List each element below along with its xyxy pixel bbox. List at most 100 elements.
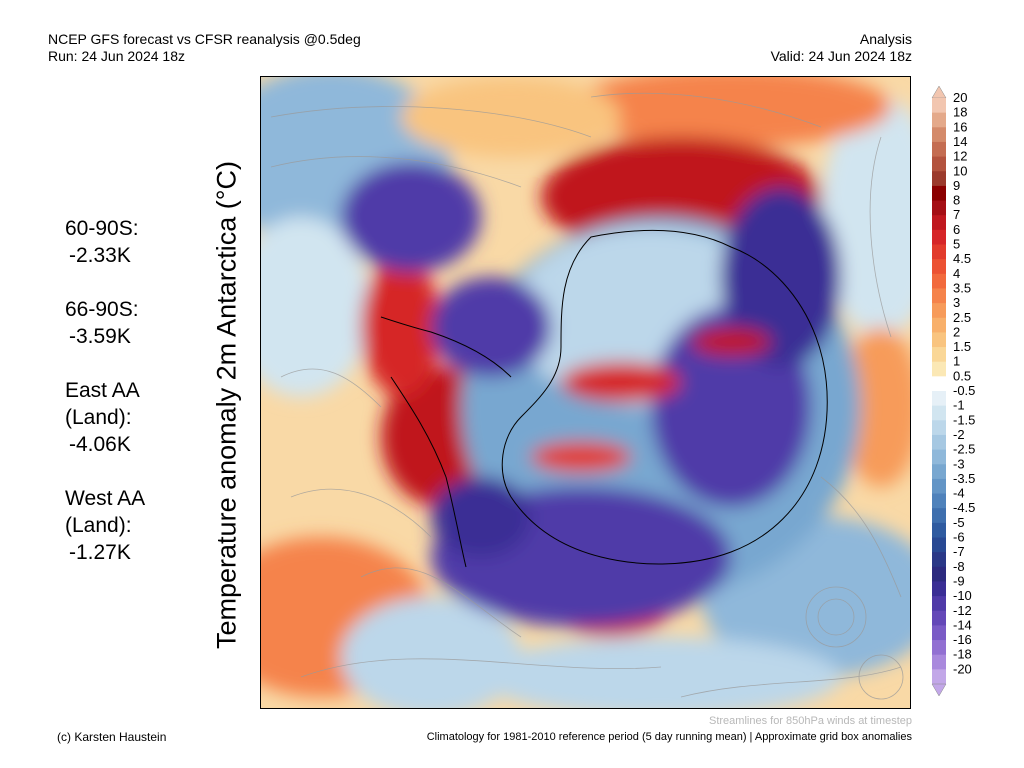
colorbar-label: -3.5 bbox=[953, 471, 975, 486]
credit: (c) Karsten Haustein bbox=[57, 730, 167, 744]
colorbar-swatch bbox=[932, 625, 946, 641]
analysis-label: Analysis bbox=[859, 31, 912, 47]
stat-value: -3.59K bbox=[69, 325, 131, 348]
colorbar-bottom-arrow bbox=[931, 683, 947, 697]
colorbar-label: -9 bbox=[953, 573, 965, 588]
colorbar-swatch bbox=[932, 581, 946, 597]
colorbar-label: -5 bbox=[953, 515, 965, 530]
colorbar-label: 18 bbox=[953, 105, 967, 120]
colorbar-label: -18 bbox=[953, 647, 972, 662]
colorbar-swatch bbox=[932, 464, 946, 480]
colorbar-swatch bbox=[932, 552, 946, 568]
colorbar-label: 4.5 bbox=[953, 251, 971, 266]
header-left: NCEP GFS forecast vs CFSR reanalysis @0.… bbox=[48, 31, 361, 65]
colorbar-label: -20 bbox=[953, 661, 972, 676]
colorbar-swatch bbox=[932, 449, 946, 465]
stat-label: 60-90S: bbox=[65, 217, 139, 240]
colorbar-swatch bbox=[932, 610, 946, 626]
colorbar-label: 12 bbox=[953, 149, 967, 164]
colorbar-swatch bbox=[932, 391, 946, 407]
colorbar-swatch bbox=[932, 434, 946, 451]
colorbar-label: 0.5 bbox=[953, 368, 971, 383]
colorbar-swatch bbox=[932, 376, 946, 392]
colorbar-label: -2 bbox=[953, 427, 965, 442]
colorbar-label: -14 bbox=[953, 617, 972, 632]
colorbar-swatch bbox=[932, 141, 946, 158]
colorbar-swatch bbox=[932, 273, 946, 289]
colorbar-swatch bbox=[932, 596, 946, 612]
antarctic-coastline bbox=[501, 229, 828, 565]
stat-label: East AA (Land): bbox=[65, 379, 140, 429]
stat-value: -4.06K bbox=[69, 433, 131, 456]
colorbar-label: -6 bbox=[953, 530, 965, 545]
colorbar-label: 7 bbox=[953, 207, 960, 222]
colorbar-label: -4 bbox=[953, 486, 965, 501]
colorbar-swatch bbox=[932, 156, 946, 172]
stat-value: -1.27K bbox=[69, 541, 131, 564]
run-line: Run: 24 Jun 2024 18z bbox=[48, 48, 185, 64]
colorbar-label: 1 bbox=[953, 354, 960, 369]
colorbar-label: 16 bbox=[953, 119, 967, 134]
colorbar-label: -12 bbox=[953, 603, 972, 618]
colorbar-swatch bbox=[932, 405, 946, 421]
colorbar-label: -10 bbox=[953, 588, 972, 603]
colorbar-label: 5 bbox=[953, 237, 960, 252]
stat-66-90s: 66-90S: -3.59K bbox=[65, 296, 139, 350]
axis-label: Temperature anomaly 2m Antarctica (°C) bbox=[211, 161, 242, 649]
colorbar-swatch bbox=[932, 229, 946, 245]
colorbar-label: -1.5 bbox=[953, 412, 975, 427]
colorbar-label: 2 bbox=[953, 324, 960, 339]
colorbar-label: 8 bbox=[953, 193, 960, 208]
colorbar-label: -0.5 bbox=[953, 383, 975, 398]
colorbar-label: 9 bbox=[953, 178, 960, 193]
colorbar-label: -4.5 bbox=[953, 500, 975, 515]
anomaly-field bbox=[261, 77, 910, 708]
colorbar: 201816141210987654.543.532.521.510.5-0.5… bbox=[931, 85, 975, 697]
colorbar-swatch bbox=[932, 537, 946, 553]
colorbar-swatch bbox=[932, 508, 946, 524]
colorbar-swatch bbox=[932, 478, 946, 495]
colorbar-swatch bbox=[932, 259, 946, 275]
south-america-coastline bbox=[390, 376, 467, 568]
colorbar-label: 3 bbox=[953, 295, 960, 310]
colorbar-swatch bbox=[932, 654, 946, 670]
streamlines bbox=[270, 92, 904, 700]
colorbar-swatch bbox=[932, 171, 946, 187]
colorbar-label: -3 bbox=[953, 456, 965, 471]
title-line-1: NCEP GFS forecast vs CFSR reanalysis @0.… bbox=[48, 31, 361, 47]
stat-60-90s: 60-90S: -2.33K bbox=[65, 215, 139, 269]
colorbar-swatch bbox=[932, 566, 946, 582]
colorbar-swatch bbox=[932, 127, 946, 143]
colorbar-swatch bbox=[932, 347, 946, 363]
map-canvas bbox=[261, 77, 910, 708]
colorbar-swatch bbox=[932, 522, 946, 538]
colorbar-swatch bbox=[932, 493, 946, 509]
anomaly-map bbox=[260, 76, 911, 709]
colorbar-swatch bbox=[932, 98, 946, 114]
colorbar-swatch bbox=[932, 317, 946, 333]
climatology-note: Climatology for 1981-2010 reference peri… bbox=[426, 731, 912, 743]
valid-line: Valid: 24 Jun 2024 18z bbox=[770, 48, 912, 64]
colorbar-label: 2.5 bbox=[953, 310, 971, 325]
colorbar-label: 4 bbox=[953, 266, 960, 281]
colorbar-swatch bbox=[932, 185, 946, 202]
header-right: Analysis Valid: 24 Jun 2024 18z bbox=[771, 31, 912, 65]
colorbar-swatch bbox=[932, 420, 946, 436]
colorbar-swatch bbox=[932, 640, 946, 656]
colorbar-swatch bbox=[932, 244, 946, 260]
colorbar-swatch bbox=[932, 112, 946, 128]
colorbar-swatch bbox=[932, 200, 946, 216]
stat-label: 66-90S: bbox=[65, 298, 139, 321]
colorbar-label: 14 bbox=[953, 134, 967, 149]
colorbar-label: 6 bbox=[953, 222, 960, 237]
stat-west-aa: West AA (Land): -1.27K bbox=[65, 485, 145, 566]
colorbar-top-arrow bbox=[931, 85, 947, 99]
streamlines-note: Streamlines for 850hPa winds at timestep bbox=[709, 715, 912, 727]
colorbar-label: 10 bbox=[953, 163, 967, 178]
peninsula-coastline bbox=[380, 316, 512, 378]
colorbar-label: 20 bbox=[953, 90, 967, 105]
stat-value: -2.33K bbox=[69, 244, 131, 267]
colorbar-swatch bbox=[932, 332, 946, 348]
stat-east-aa: East AA (Land): -4.06K bbox=[65, 377, 140, 458]
colorbar-label: -8 bbox=[953, 559, 965, 574]
